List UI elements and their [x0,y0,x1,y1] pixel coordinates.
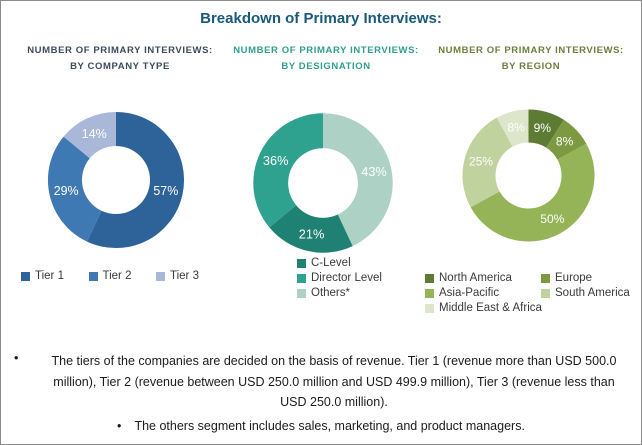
legend-label: Others* [311,287,350,299]
chart-title-line2: BY COMPANY TYPE [70,61,170,72]
legend-label: Director Level [311,272,382,284]
slice-value-label: 25% [469,155,493,169]
chart-title-company-type: NUMBER OF PRIMARY INTERVIEWS: BY COMPANY… [11,43,229,75]
legend-item-tier-1: Tier 1 [21,270,64,282]
footnote-others: • The others segment includes sales, mar… [1,419,641,433]
bullet-icon: • [117,419,122,433]
asia-pacific-swatch-icon [425,288,434,298]
slice-value-label: 9% [534,121,552,135]
legend-item-tier-3: Tier 3 [156,270,199,282]
donut-segment-others- [323,113,393,247]
donut-segment-c-level [269,205,353,253]
slice-value-label: 57% [153,184,178,198]
donut-chart-company-type: 57% 29% 14% [47,111,185,249]
legend-label: Tier 1 [35,270,64,282]
chart-title-region: NUMBER OF PRIMARY INTERVIEWS: BY REGION [427,43,635,75]
slice-value-label: 8% [556,135,574,149]
donut-chart-region: 9% 8% 50% 25% 8% [462,109,595,242]
donut-segment-tier-1 [87,111,185,249]
donut-chart-designation: 43% 21% 36% [253,113,393,253]
chart-title-line1: NUMBER OF PRIMARY INTERVIEWS: [27,45,213,56]
slice-value-label: 21% [299,227,325,242]
legend-label: Europe [555,272,593,284]
tier-2-swatch-icon [88,271,98,281]
legend-label: Asia-Pacific [439,287,500,299]
c-level-swatch-icon [297,258,306,268]
legend-region: North America Europe Asia-Pacific South … [425,272,630,314]
legend-item-europe: Europe [541,272,630,284]
legend-item-asia-pacific: Asia-Pacific [425,287,541,299]
slice-value-label: 29% [54,184,79,198]
chart-title-line2: BY DESIGNATION [281,61,371,72]
tier-3-swatch-icon [156,271,165,281]
chart-title-line2: BY REGION [501,61,561,72]
donut-segment-north-america [528,109,564,148]
footnote-tiers-text: The tiers of the companies are decided o… [51,354,617,409]
others-swatch-icon [297,288,306,298]
tier-1-swatch-icon [21,271,30,281]
legend-item-others: Others* [297,287,382,299]
legend-label: Middle East & Africa [439,302,542,314]
donut-segment-director-level [253,113,323,228]
legend-item-director-level: Director Level [297,272,382,284]
chart-title-line1: NUMBER OF PRIMARY INTERVIEWS: [233,45,419,56]
donut-segment-europe [546,119,587,160]
donut-segment-south-america [462,117,513,208]
south-america-swatch-icon [541,288,550,298]
legend-item-north-america: North America [425,272,541,284]
legend-item-middle-east-africa: Middle East & Africa [425,302,542,314]
donut-segment-asia-pacific [470,143,595,242]
legend-item-south-america: South America [541,287,630,299]
legend-label: C-Level [311,257,351,269]
slice-value-label: 36% [263,153,289,168]
chart-title-line1: NUMBER OF PRIMARY INTERVIEWS: [438,45,624,56]
bullet-icon: • [14,351,19,365]
chart-title-designation: NUMBER OF PRIMARY INTERVIEWS: BY DESIGNA… [227,43,425,75]
legend-designation: C-Level Director Level Others* [297,257,382,299]
legend-label: Tier 3 [170,270,199,282]
slice-value-label: 14% [82,127,107,141]
europe-swatch-icon [541,273,550,283]
director-level-swatch-icon [297,273,306,283]
slice-value-label: 8% [507,121,525,135]
legend-item-tier-2: Tier 2 [88,270,132,282]
legend-label: South America [555,287,630,299]
donut-segment-middle-east-africa [496,109,529,147]
donut-segment-tier-2 [47,136,102,242]
legend-label: North America [439,272,512,284]
legend-item-c-level: C-Level [297,257,382,269]
donut-segment-tier-3 [63,111,116,159]
north-america-swatch-icon [425,273,434,283]
figure-title: Breakdown of Primary Interviews: [200,10,442,27]
middle-east-africa-swatch-icon [425,303,434,313]
legend-company-type: Tier 1 Tier 2 Tier 3 [21,270,199,282]
slice-value-label: 43% [361,164,387,179]
legend-label: Tier 2 [102,270,132,282]
footnote-others-text: The others segment includes sales, marke… [134,419,525,433]
slice-value-label: 50% [540,212,564,226]
